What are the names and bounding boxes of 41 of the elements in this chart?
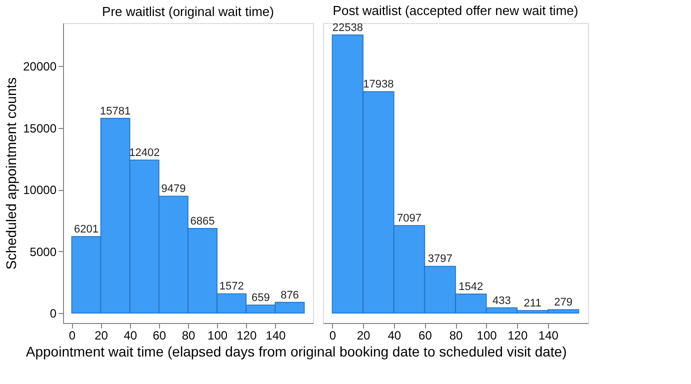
data-label: 6865 <box>190 215 215 228</box>
x-tick-label: 60 <box>152 328 166 342</box>
data-label: 1572 <box>219 280 244 293</box>
x-tick-label: 0 <box>68 328 76 342</box>
x-tick-label: 140 <box>538 328 559 342</box>
data-label: 279 <box>554 296 573 309</box>
x-tick-label: 80 <box>182 328 196 342</box>
x-tick-label: 0 <box>329 328 336 342</box>
x-tick-label: 120 <box>508 328 528 342</box>
data-label: 15781 <box>100 105 131 118</box>
data-label: 659 <box>251 292 270 304</box>
data-label: 7097 <box>397 212 422 225</box>
x-tick-label: 140 <box>266 328 286 342</box>
data-label: 211 <box>524 298 542 310</box>
y-tick-label: 20000 <box>23 60 57 74</box>
x-tick-label: 100 <box>476 328 498 342</box>
x-axis-title: Appointment wait time (elapsed days from original booking date to scheduled visit date) <box>26 344 567 360</box>
x-tick-label: 40 <box>388 328 402 342</box>
x-tick-label: 20 <box>356 328 371 342</box>
y-tick-label: 5000 <box>30 244 57 259</box>
y-tick-label: 10000 <box>23 183 57 198</box>
data-label: 876 <box>280 289 299 302</box>
y-tick-label: 0 <box>50 306 57 321</box>
data-label: 17938 <box>363 78 394 91</box>
data-label: 433 <box>492 294 511 307</box>
data-label: 9479 <box>161 183 186 196</box>
x-tick-label: 100 <box>208 328 228 342</box>
x-tick-label: 60 <box>418 328 432 342</box>
data-label: 1542 <box>458 281 484 294</box>
x-tick-label: 80 <box>449 328 463 342</box>
data-label: 22538 <box>332 22 363 34</box>
chart-title: Pre waitlist (original wait time) <box>102 4 274 19</box>
x-tick-label: 40 <box>124 328 138 342</box>
data-label: 12402 <box>129 147 160 160</box>
data-label: 6201 <box>74 224 98 236</box>
y-tick-label: 15000 <box>23 121 57 136</box>
x-tick-label: 120 <box>236 328 257 342</box>
y-axis-title: Scheduled appointment counts <box>3 77 20 270</box>
x-tick-label: 20 <box>94 328 108 342</box>
data-label: 3797 <box>428 253 452 266</box>
chart-title: Post waitlist (accepted offer new wait time) <box>332 2 578 18</box>
